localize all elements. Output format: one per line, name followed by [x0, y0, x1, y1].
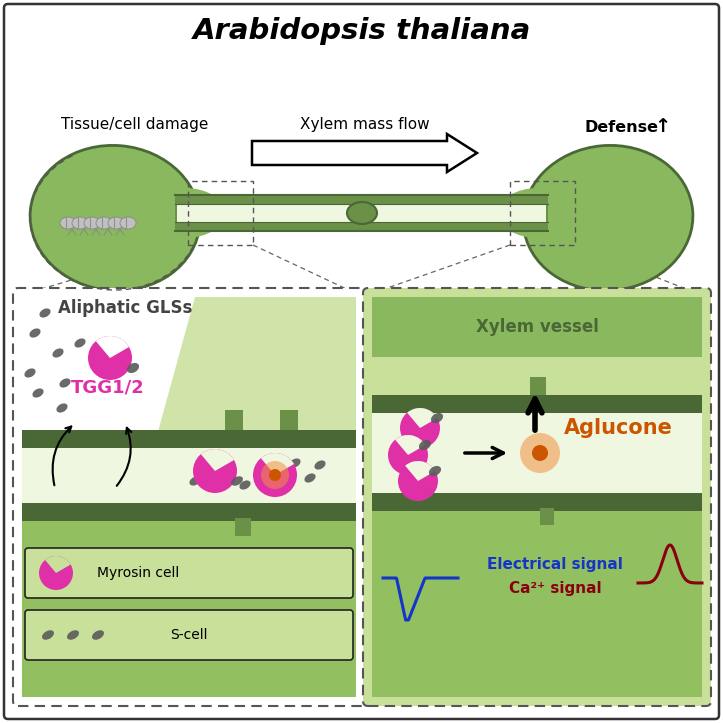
Ellipse shape	[347, 202, 377, 224]
Text: Ca²⁺ signal: Ca²⁺ signal	[509, 581, 602, 596]
Ellipse shape	[72, 217, 88, 229]
Text: Arabidopsis thaliana: Arabidopsis thaliana	[193, 17, 531, 45]
Text: Electrical signal: Electrical signal	[487, 557, 623, 573]
Wedge shape	[395, 435, 425, 455]
Text: Xylem mass flow: Xylem mass flow	[300, 118, 429, 132]
FancyBboxPatch shape	[363, 288, 711, 706]
Ellipse shape	[189, 476, 200, 486]
Bar	[280, 410, 298, 430]
Text: Myrosin cell: Myrosin cell	[97, 566, 179, 580]
Bar	[510, 181, 575, 245]
Circle shape	[532, 445, 548, 461]
Ellipse shape	[431, 413, 443, 423]
Wedge shape	[407, 408, 437, 428]
Wedge shape	[45, 556, 71, 573]
Circle shape	[398, 461, 438, 501]
Ellipse shape	[523, 145, 693, 291]
Ellipse shape	[60, 217, 76, 229]
Ellipse shape	[25, 369, 35, 377]
Ellipse shape	[145, 188, 225, 238]
Text: Xylem vessel: Xylem vessel	[476, 318, 599, 336]
FancyBboxPatch shape	[25, 610, 353, 660]
Bar	[372, 413, 702, 493]
Text: Defense: Defense	[585, 119, 659, 134]
Bar	[177, 204, 546, 222]
Bar	[540, 508, 554, 525]
Ellipse shape	[53, 348, 64, 358]
Circle shape	[193, 449, 237, 493]
Bar	[175, 195, 548, 231]
Ellipse shape	[315, 461, 325, 469]
Bar	[235, 518, 251, 536]
Circle shape	[88, 336, 132, 380]
Ellipse shape	[304, 474, 315, 482]
Circle shape	[39, 556, 73, 590]
Ellipse shape	[74, 338, 85, 348]
Ellipse shape	[30, 145, 200, 291]
Ellipse shape	[40, 309, 51, 317]
FancyBboxPatch shape	[13, 288, 365, 706]
Text: Tissue/cell damage: Tissue/cell damage	[61, 118, 209, 132]
Circle shape	[388, 435, 428, 475]
Ellipse shape	[224, 469, 236, 478]
Ellipse shape	[59, 378, 71, 388]
FancyBboxPatch shape	[25, 548, 353, 598]
Ellipse shape	[42, 630, 54, 640]
Text: TGG1/2: TGG1/2	[71, 379, 145, 397]
Bar	[372, 297, 702, 357]
Bar	[372, 395, 702, 413]
Bar	[188, 181, 253, 245]
Ellipse shape	[108, 217, 124, 229]
Wedge shape	[201, 449, 234, 471]
Circle shape	[261, 461, 289, 489]
Text: S-cell: S-cell	[170, 628, 208, 642]
Ellipse shape	[56, 403, 67, 413]
Bar	[225, 410, 243, 430]
Polygon shape	[85, 297, 356, 697]
Bar	[530, 377, 546, 395]
Bar	[22, 503, 356, 521]
Wedge shape	[405, 461, 435, 481]
Bar	[22, 448, 356, 503]
Ellipse shape	[239, 480, 251, 489]
Circle shape	[400, 408, 440, 448]
FancyArrow shape	[252, 134, 477, 172]
Wedge shape	[96, 336, 129, 358]
Text: Aglucone: Aglucone	[563, 418, 672, 438]
Ellipse shape	[92, 630, 104, 640]
Circle shape	[253, 453, 297, 497]
Circle shape	[520, 433, 560, 473]
Ellipse shape	[498, 188, 578, 238]
Bar	[372, 511, 702, 697]
Ellipse shape	[96, 217, 112, 229]
Ellipse shape	[231, 476, 243, 486]
Bar	[22, 521, 356, 697]
Ellipse shape	[429, 466, 441, 476]
Circle shape	[269, 469, 281, 481]
FancyBboxPatch shape	[4, 4, 719, 719]
Text: ↑: ↑	[654, 118, 670, 137]
Ellipse shape	[289, 458, 301, 468]
Ellipse shape	[30, 328, 40, 338]
Ellipse shape	[84, 217, 100, 229]
Wedge shape	[261, 453, 294, 475]
Ellipse shape	[120, 217, 136, 229]
Text: Aliphatic GLSs: Aliphatic GLSs	[58, 299, 192, 317]
Ellipse shape	[419, 440, 431, 450]
Bar	[22, 430, 356, 448]
Bar	[372, 493, 702, 511]
Ellipse shape	[127, 363, 139, 373]
Ellipse shape	[67, 630, 79, 640]
Ellipse shape	[33, 388, 43, 398]
